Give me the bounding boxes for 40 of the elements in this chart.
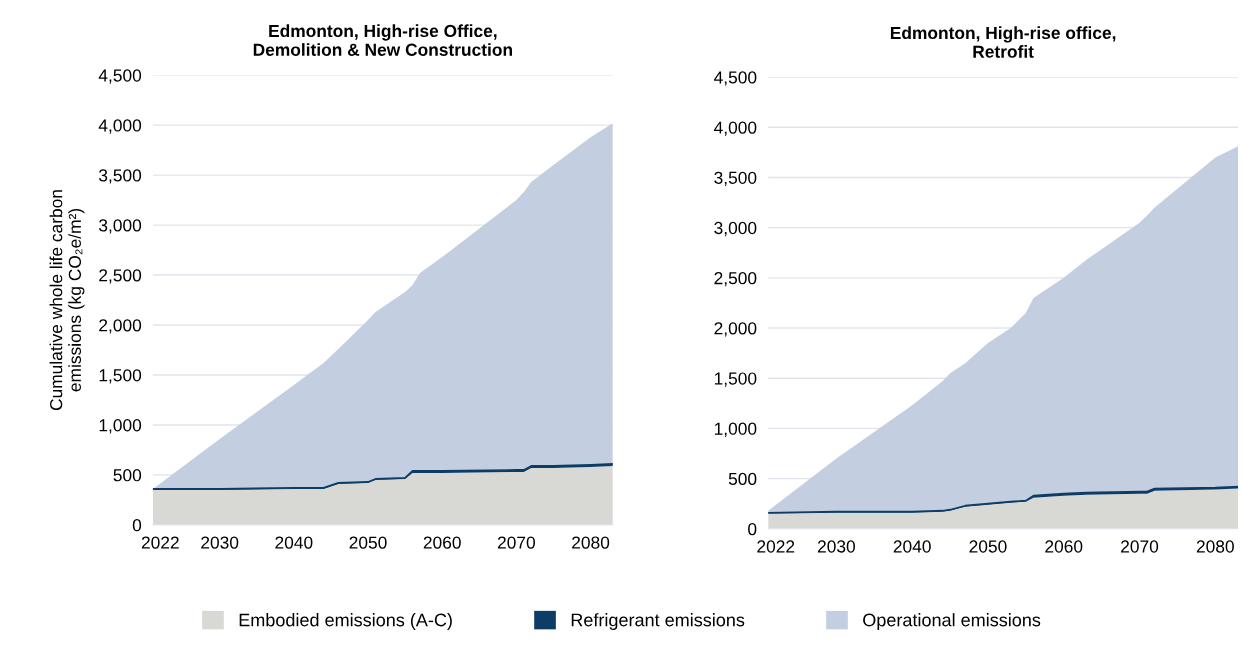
chart-title: Edmonton, High-rise office, Retrofit [890,26,1116,58]
y-tick-label: 3,500 [714,171,757,186]
legend-label: Embodied emissions (A-C) [239,613,452,630]
y-tick-label: 0 [132,519,142,532]
x-tick-label: 2070 [1121,540,1159,553]
y-tick-label: 2,000 [714,322,757,337]
y-tick-label: 1,000 [99,419,142,434]
y-tick-label: 3,000 [714,221,757,237]
y-tick-label: 3,500 [99,169,142,184]
y-tick-label: 4,500 [714,71,757,86]
y-tick-label: 1,500 [99,369,142,384]
x-tick-label: 2040 [275,536,313,549]
y-tick-label: 3,000 [99,219,142,234]
y-tick-label: 1,000 [714,422,757,437]
x-tick-label: 2050 [349,536,387,549]
y-tick-label: 500 [113,469,142,482]
x-tick-label: 2040 [893,540,931,553]
chart-title: Edmonton, High-rise Office, Demolition & New Construction [253,24,512,56]
x-tick-label: 2022 [757,540,795,553]
y-tick-label: 0 [748,522,757,536]
y-tick-label: 2,000 [99,319,142,334]
legend-label: Refrigerant emissions [571,613,745,630]
x-tick-label: 2060 [423,536,461,549]
x-tick-label: 2070 [497,536,535,549]
x-tick-label: 2080 [572,536,610,549]
legend-label: Operational emissions [863,613,1041,630]
x-tick-label: 2050 [969,540,1007,553]
x-tick-label: 2030 [201,536,239,549]
x-tick-label: 2080 [1196,540,1234,553]
x-tick-label: 2030 [817,540,856,553]
y-tick-label: 1,500 [714,372,757,387]
y-tick-label: 500 [728,472,757,486]
x-tick-label: 2060 [1045,540,1083,553]
y-tick-label: 4,000 [98,119,142,134]
x-tick-label: 2022 [141,536,179,549]
y-tick-label: 2,500 [714,272,757,287]
y-tick-label: 4,500 [98,69,142,84]
y-tick-label: 4,000 [714,121,757,136]
y-axis-title: Cumulative whole life carbon emissions (kg CO₂e/m²) [49,190,85,411]
y-tick-label: 2,500 [99,269,142,284]
